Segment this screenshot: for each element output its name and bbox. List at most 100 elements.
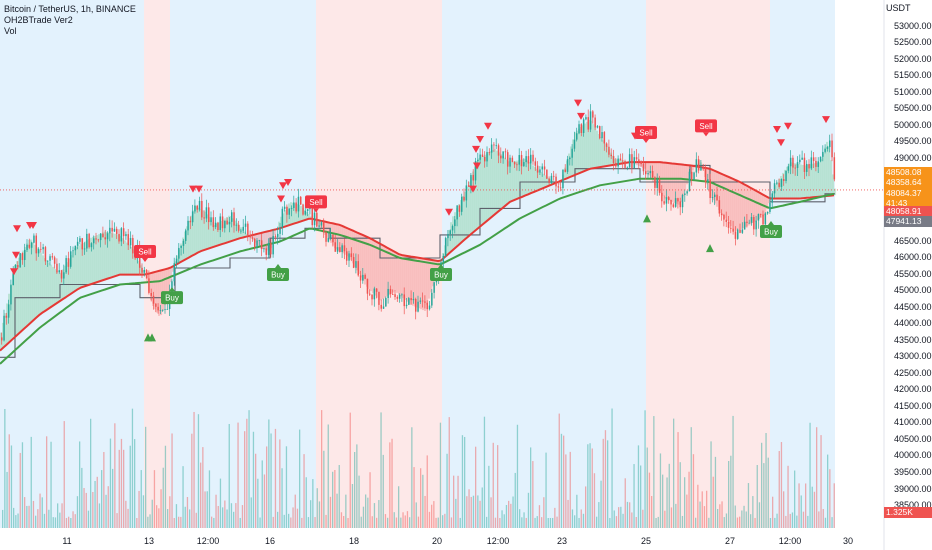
candle-body [525, 156, 527, 163]
candle-body [88, 233, 90, 248]
candle-body [714, 194, 716, 198]
buy-label[interactable]: Buy [430, 263, 452, 281]
volume-bar [470, 496, 472, 528]
sell-label[interactable]: Sell [695, 119, 717, 137]
fill-slice [102, 232, 105, 281]
fill-slice [50, 264, 53, 307]
fill-slice [606, 146, 609, 166]
candle-body [737, 229, 739, 239]
buy-label-box [267, 267, 289, 281]
price-tick-label: 52000.00 [894, 53, 932, 64]
candle-body [417, 301, 419, 312]
volume-bar [70, 517, 72, 528]
volume-bar [772, 496, 774, 528]
fill-slice [502, 155, 505, 208]
volume-bar [239, 517, 241, 528]
volume-bar [274, 428, 277, 528]
candle-body [518, 155, 520, 165]
fill-slice [24, 247, 27, 328]
candle-body [635, 157, 638, 160]
indicator-name[interactable]: OH2BTrade Ver2 [4, 15, 73, 25]
fill-slice [798, 164, 801, 199]
candle-body [622, 160, 624, 162]
fill-slice [802, 164, 805, 199]
fill-slice [380, 244, 383, 301]
volume-bar [796, 515, 798, 528]
volume-bar [193, 411, 195, 528]
candle-body [548, 178, 550, 183]
candle-body [341, 245, 343, 253]
fill-slice [540, 172, 543, 190]
candle-body [617, 158, 619, 167]
fill-slice [814, 163, 817, 198]
buy-label[interactable]: Buy [760, 220, 782, 238]
sell-label[interactable]: Sell [134, 245, 156, 263]
fill-slice [284, 210, 287, 227]
volume-bar [791, 512, 794, 528]
volume-indicator-name[interactable]: Vol [4, 26, 17, 36]
fill-slice [294, 203, 297, 224]
fill-slice [128, 244, 131, 275]
fill-slice [398, 254, 401, 295]
volume-bar [134, 439, 136, 528]
volume-bar [28, 505, 30, 528]
volume-bar [382, 454, 384, 528]
fill-slice [752, 189, 755, 223]
volume-bar [558, 413, 560, 528]
volume-bar [103, 452, 105, 528]
volume-bar [629, 502, 631, 528]
trend-zone-down [646, 0, 770, 528]
candle-body [555, 176, 557, 187]
volume-bar [246, 418, 248, 528]
sell-label[interactable]: Sell [635, 125, 657, 143]
candle-body [95, 238, 97, 240]
candle-body [467, 185, 470, 187]
volume-bar [345, 494, 347, 528]
sell-signal-triangle [277, 195, 285, 203]
candle-body [359, 275, 362, 281]
volume-bar [281, 468, 283, 528]
buy-label[interactable]: Buy [267, 263, 289, 281]
price-tick-label: 51500.00 [894, 70, 932, 81]
time-tick-label: 13 [143, 536, 155, 546]
fill-slice [262, 232, 265, 250]
sell-signal-triangle [574, 99, 582, 107]
fill-slice [436, 260, 439, 274]
sell-label[interactable]: Sell [305, 195, 327, 213]
volume-bar [783, 491, 785, 528]
buy-label[interactable]: Buy [161, 287, 183, 305]
volume-bar [585, 486, 587, 528]
volume-bar [831, 517, 833, 528]
fill-slice [804, 165, 807, 199]
volume-bar [369, 472, 371, 528]
sell-label-pointer [142, 258, 148, 263]
volume-bar [96, 476, 98, 528]
volume-bar [589, 443, 591, 528]
price-tick-label: 43500.00 [894, 334, 932, 345]
fill-slice [26, 243, 29, 327]
volume-bar [455, 498, 457, 528]
buy-label-box [430, 267, 452, 281]
fill-slice [782, 172, 785, 199]
candle-body [260, 240, 263, 250]
fill-slice [206, 214, 209, 250]
candle-body [769, 202, 771, 212]
candle-body [171, 281, 173, 293]
volume-bar [675, 503, 677, 528]
fill-slice [396, 253, 399, 293]
fill-slice [456, 208, 459, 247]
fill-slice [596, 130, 599, 168]
volume-bar [543, 497, 545, 528]
candle-body [362, 274, 364, 281]
trend-zone-up [0, 0, 144, 528]
candle-body [716, 194, 718, 201]
volume-bar [508, 500, 510, 528]
symbol-title[interactable]: Bitcoin / TetherUS, 1h, BINANCE [4, 4, 136, 14]
volume-bar [464, 436, 466, 528]
candle-body [456, 205, 458, 220]
volume-bar [472, 495, 475, 528]
volume-bar [35, 515, 37, 528]
candle-body [428, 305, 431, 310]
candle-body [208, 207, 210, 223]
